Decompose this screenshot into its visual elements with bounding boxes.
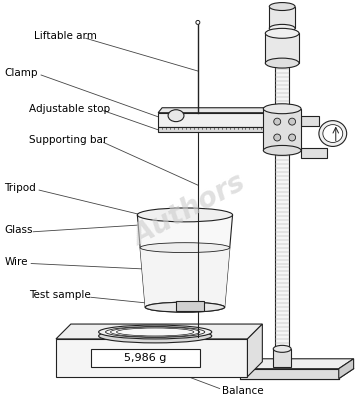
Polygon shape [140, 247, 230, 307]
Polygon shape [247, 324, 262, 377]
Bar [269, 6, 295, 28]
Ellipse shape [265, 28, 299, 38]
Ellipse shape [269, 24, 295, 32]
Polygon shape [301, 116, 319, 126]
Polygon shape [301, 148, 327, 158]
Text: Test sample: Test sample [29, 290, 91, 300]
Text: Glass: Glass [4, 225, 33, 235]
Bar [158, 127, 280, 132]
Polygon shape [240, 359, 354, 369]
Ellipse shape [274, 134, 281, 141]
Text: Balance: Balance [222, 386, 263, 396]
Polygon shape [240, 369, 339, 379]
Ellipse shape [289, 118, 296, 125]
Bar [263, 109, 301, 150]
Ellipse shape [140, 243, 230, 253]
Text: Adjustable stop: Adjustable stop [29, 104, 110, 114]
Ellipse shape [99, 329, 212, 343]
Polygon shape [56, 339, 247, 377]
Polygon shape [56, 324, 262, 339]
Text: 5,986 g: 5,986 g [124, 353, 166, 363]
Text: Clamp: Clamp [4, 68, 38, 78]
Ellipse shape [289, 134, 296, 141]
Ellipse shape [269, 2, 295, 11]
Ellipse shape [106, 326, 205, 337]
Ellipse shape [265, 58, 299, 68]
Text: Liftable arm: Liftable arm [34, 31, 97, 41]
Ellipse shape [196, 20, 200, 24]
Ellipse shape [319, 121, 347, 147]
Text: Tripod: Tripod [4, 183, 36, 193]
Bar [273, 349, 291, 367]
Polygon shape [158, 113, 280, 127]
Polygon shape [339, 359, 354, 379]
Ellipse shape [99, 325, 212, 339]
Text: Supporting bar: Supporting bar [29, 136, 107, 145]
Polygon shape [137, 215, 232, 307]
Bar [176, 301, 204, 311]
Ellipse shape [168, 110, 184, 122]
Ellipse shape [145, 302, 225, 312]
Ellipse shape [273, 345, 291, 352]
Ellipse shape [274, 118, 281, 125]
Ellipse shape [263, 104, 301, 114]
Bar [265, 33, 299, 63]
Polygon shape [158, 108, 284, 113]
Text: Authors: Authors [129, 168, 251, 251]
Ellipse shape [145, 302, 225, 312]
Bar [275, 9, 289, 357]
Ellipse shape [263, 145, 301, 156]
Ellipse shape [137, 208, 232, 222]
Bar [91, 349, 200, 367]
Text: Wire: Wire [4, 256, 28, 266]
Ellipse shape [323, 125, 343, 143]
